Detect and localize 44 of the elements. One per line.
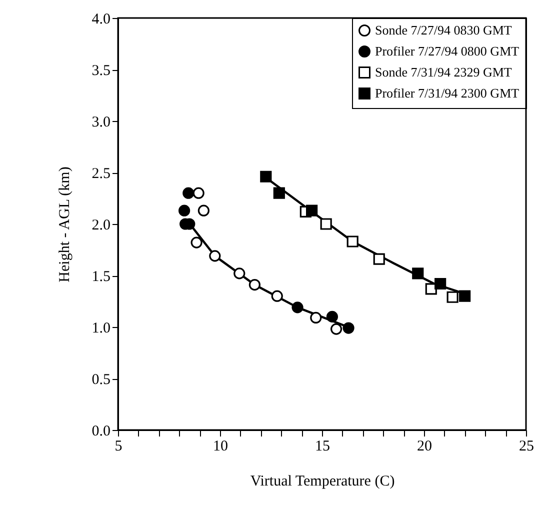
point [271, 290, 283, 302]
point [342, 322, 354, 334]
x-tick-label: 5 [114, 438, 122, 454]
x-tick-label: 15 [315, 438, 330, 454]
x-tick-label: 20 [417, 438, 432, 454]
point [273, 187, 285, 199]
point [434, 278, 446, 290]
point [178, 204, 190, 216]
x-tick-label: 25 [519, 438, 534, 454]
point [346, 236, 358, 248]
point [292, 302, 304, 314]
point [190, 236, 202, 248]
y-tick-label: 4.0 [92, 12, 110, 28]
y-tick-label: 1.5 [92, 269, 110, 285]
point [248, 278, 260, 291]
point [306, 204, 318, 216]
point [310, 312, 322, 324]
point [198, 204, 210, 216]
legend-label: Profiler 7/27/94 0800 GMT [375, 44, 520, 58]
y-tick-label: 3.0 [92, 114, 110, 130]
point [373, 253, 385, 265]
point [330, 323, 342, 335]
point [446, 291, 458, 303]
legend-label: Sonde 7/31/94 2329 GMT [375, 64, 512, 80]
y-tick-label: 2.5 [92, 166, 110, 182]
point [234, 268, 246, 280]
x-tick-label: 10 [213, 438, 228, 454]
legend-label: Sonde 7/27/94 0830 GMT [375, 22, 512, 38]
point [320, 218, 332, 230]
point [412, 268, 424, 280]
y-tick-label: 3.5 [92, 63, 110, 79]
point [260, 170, 272, 182]
legend-label: Profiler 7/31/94 2300 GMT [375, 86, 520, 100]
y-tick-label: 0.0 [92, 424, 110, 440]
x-axis-title: Virtual Temperature (C) [250, 474, 395, 490]
point [209, 250, 221, 262]
y-tick-label: 0.5 [92, 372, 110, 388]
point [326, 310, 338, 322]
point [182, 187, 194, 199]
y-tick-label: 1.0 [92, 320, 110, 336]
point [192, 187, 204, 199]
y-axis-title: Height - AGL (km) [56, 166, 73, 282]
point [459, 290, 471, 302]
y-tick-label: 2.0 [92, 218, 110, 234]
